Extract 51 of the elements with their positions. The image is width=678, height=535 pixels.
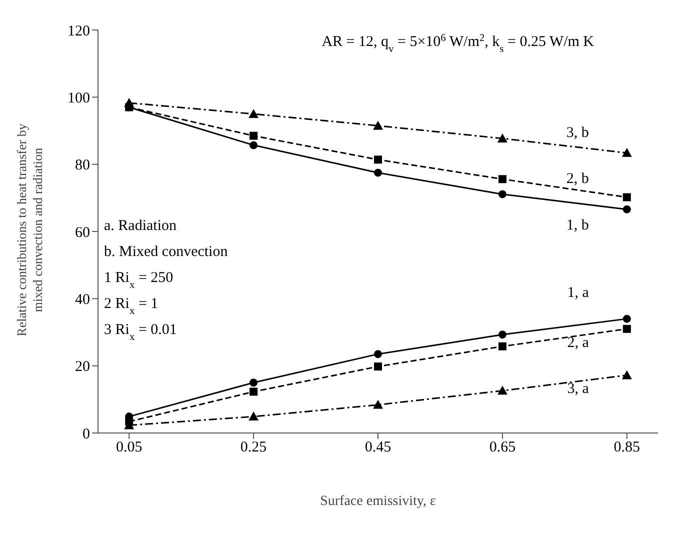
x-tick-label: 0.05 bbox=[116, 440, 142, 456]
annotation: 3 Ri$_{x}$ = 0.01 bbox=[104, 322, 177, 342]
point bbox=[622, 324, 631, 333]
series-label: 1, a bbox=[567, 284, 590, 301]
point bbox=[248, 108, 259, 118]
point bbox=[248, 412, 259, 421]
point bbox=[498, 330, 506, 339]
x-tick-label: 0.25 bbox=[240, 440, 267, 456]
point bbox=[622, 148, 632, 157]
point bbox=[250, 141, 258, 150]
series-label: 2, b bbox=[566, 171, 589, 188]
x-tick-label: 0.45 bbox=[364, 440, 392, 456]
series-label: 1, b bbox=[566, 217, 589, 234]
annotation: 2 Ri$_{x}$ = 1 bbox=[104, 296, 158, 316]
text: AR = 12, q$_{v}$ = 5×10$^{6}$ W/m$^{2}$, k$_{s}$ = 0.25 W/m K bbox=[322, 32, 594, 54]
y-axis-title: Relative contributions to heat transfer by mixed convection and radiation bbox=[14, 123, 45, 336]
point bbox=[622, 314, 631, 323]
annotation: b. Mixed convection bbox=[104, 244, 228, 260]
y-tick-label: 60 bbox=[75, 224, 90, 241]
y-tick-label: 100 bbox=[68, 90, 90, 106]
series-label: 3, b bbox=[566, 124, 589, 141]
point bbox=[374, 156, 382, 164]
series-label: 2, a bbox=[567, 334, 590, 351]
y-tick-label: 20 bbox=[75, 359, 90, 376]
y-tick-label: 0 bbox=[82, 426, 90, 442]
y-tick-label: 40 bbox=[75, 292, 90, 308]
point bbox=[374, 362, 382, 371]
point bbox=[498, 175, 506, 184]
point bbox=[373, 120, 383, 130]
point bbox=[622, 370, 632, 380]
point bbox=[498, 190, 506, 198]
point bbox=[374, 350, 382, 358]
point bbox=[250, 378, 258, 387]
y-tick-label: 120 bbox=[68, 23, 90, 40]
point bbox=[373, 400, 383, 409]
point bbox=[622, 205, 631, 214]
point bbox=[622, 193, 631, 202]
x-tick-label: 0.85 bbox=[614, 440, 640, 456]
x-tick-label: 0.65 bbox=[489, 440, 516, 456]
point bbox=[124, 98, 134, 107]
point bbox=[497, 133, 508, 142]
annotation: a. Radiation bbox=[104, 218, 177, 234]
point bbox=[250, 388, 258, 396]
y-tick-label: 80 bbox=[75, 158, 90, 174]
point bbox=[497, 386, 508, 395]
series-label: 3, a bbox=[567, 381, 590, 398]
annotation: 1 Ri$_{x}$ = 250 bbox=[104, 270, 174, 290]
point bbox=[374, 168, 382, 177]
point bbox=[498, 342, 506, 350]
point bbox=[250, 132, 258, 140]
x-axis-title: Surface emissivity, ε bbox=[320, 494, 436, 509]
